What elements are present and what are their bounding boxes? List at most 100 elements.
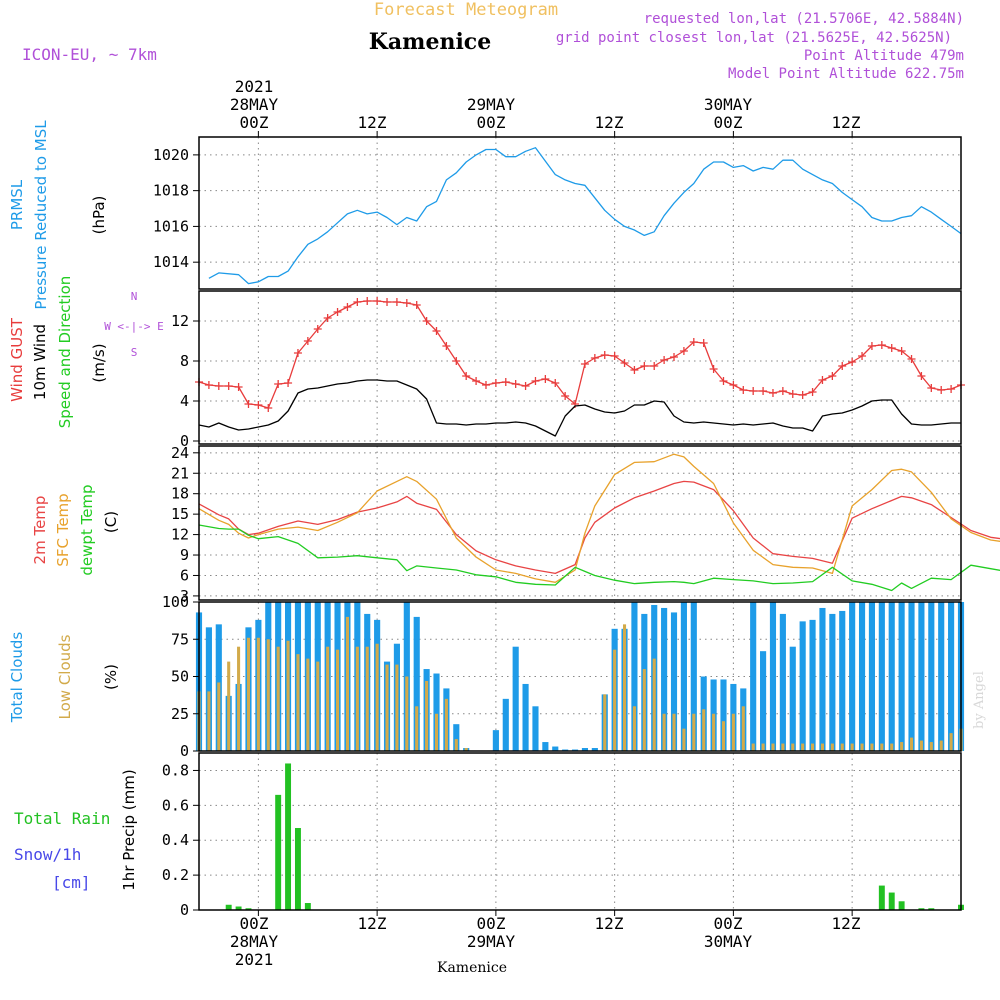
rain-bar bbox=[245, 908, 252, 910]
low-clouds-bar bbox=[811, 743, 815, 751]
header-location: Kamenice bbox=[369, 29, 491, 55]
total-clouds-bar bbox=[849, 602, 856, 751]
low-clouds-bar bbox=[306, 658, 310, 751]
total-clouds-bar bbox=[938, 602, 945, 751]
low-clouds-bar bbox=[246, 637, 251, 751]
bottom-year: 2021 bbox=[235, 950, 274, 969]
low-clouds-bar bbox=[375, 643, 379, 751]
low-clouds-bar bbox=[434, 713, 439, 751]
precip-unit: 1hr Precip (mm) bbox=[120, 769, 138, 890]
y-tick-label: 1020 bbox=[153, 146, 189, 164]
gust-point bbox=[897, 347, 906, 355]
total-clouds-bar bbox=[898, 602, 905, 751]
gust-point bbox=[521, 382, 530, 390]
total-clouds-bar bbox=[591, 748, 598, 751]
gust-point bbox=[462, 372, 471, 380]
low-clouds-bar bbox=[345, 616, 349, 751]
gust-point bbox=[749, 387, 758, 395]
low-clouds-bar bbox=[880, 743, 884, 751]
low-clouds-bar bbox=[721, 721, 726, 751]
low-clouds-bar bbox=[791, 743, 795, 751]
total-clouds-bar bbox=[839, 610, 846, 751]
low-clouds-bar bbox=[316, 661, 320, 751]
wind-label-3: Speed and Direction bbox=[56, 276, 74, 429]
total-clouds-bar bbox=[868, 602, 876, 751]
bottom-hour-3: 00Z bbox=[477, 914, 506, 933]
gust-point bbox=[650, 362, 659, 370]
gust-point bbox=[234, 383, 243, 391]
low-clouds-bar bbox=[613, 649, 617, 751]
low-clouds-bar bbox=[296, 654, 300, 751]
low-clouds-bar bbox=[642, 669, 646, 751]
gust-point bbox=[798, 391, 807, 399]
total-clouds-bar bbox=[581, 748, 589, 751]
low-clouds-bar bbox=[781, 743, 785, 751]
total-clouds-bar bbox=[789, 646, 796, 751]
gust-point bbox=[224, 382, 233, 390]
total-clouds-bar bbox=[918, 602, 925, 751]
low-clouds-bar bbox=[850, 743, 854, 751]
header-point-altitude: Point Altitude 479m bbox=[804, 48, 964, 64]
low-clouds-bar bbox=[326, 646, 330, 751]
low-clouds-bar bbox=[217, 682, 221, 751]
low-clouds-bar bbox=[237, 646, 241, 751]
top-year: 2021 bbox=[235, 77, 274, 96]
axis-layer: 1014101610181020048123691215182124025507… bbox=[153, 131, 962, 919]
gust-line bbox=[198, 300, 962, 409]
gust-point bbox=[323, 314, 332, 322]
gust-point bbox=[610, 352, 619, 360]
low-clouds-bar bbox=[860, 743, 864, 751]
watermark: by Angel bbox=[972, 671, 987, 729]
bottom-hour-1: 00Z bbox=[240, 914, 269, 933]
low-clouds-bar bbox=[355, 646, 359, 751]
gust-point bbox=[689, 338, 698, 346]
low-clouds-bar bbox=[276, 646, 280, 751]
y-tick-label: 1014 bbox=[153, 253, 189, 271]
gust-point bbox=[214, 382, 223, 390]
total-clouds-bar bbox=[799, 621, 806, 751]
gust-point bbox=[590, 354, 599, 362]
gust-point bbox=[719, 377, 728, 385]
low-clouds-bar bbox=[751, 743, 755, 751]
y-tick-label: 21 bbox=[171, 464, 189, 482]
bottom-hour-6: 12Z bbox=[832, 914, 861, 933]
top-hour-6: 12Z bbox=[832, 113, 861, 132]
low-clouds-bar bbox=[731, 713, 735, 751]
rain-bar bbox=[294, 828, 301, 910]
top-hour-1: 00Z bbox=[240, 113, 269, 132]
gust-point bbox=[254, 401, 263, 409]
low-clouds-bar bbox=[444, 698, 448, 751]
gust-point bbox=[501, 378, 510, 386]
low-clouds-bar bbox=[395, 664, 399, 751]
bottom-hour-5: 00Z bbox=[714, 914, 743, 933]
y-tick-label: 75 bbox=[171, 630, 189, 648]
pressure-label-2: Pressure Reduced to MSL bbox=[32, 120, 50, 310]
low-clouds-bar bbox=[771, 743, 775, 751]
gust-point bbox=[422, 317, 431, 325]
low-clouds-bar bbox=[702, 709, 706, 751]
total-clouds-bar bbox=[760, 651, 767, 751]
gust-point bbox=[887, 344, 896, 352]
y-tick-label: 3 bbox=[180, 587, 189, 605]
gust-point bbox=[541, 375, 550, 383]
gust-point bbox=[838, 362, 847, 370]
gust-point bbox=[511, 380, 520, 388]
low-clouds-bar bbox=[900, 742, 904, 751]
pressure-label-1: PRMSL bbox=[8, 179, 26, 230]
low-clouds-bar bbox=[820, 743, 824, 751]
low-clouds-bar bbox=[949, 733, 953, 751]
low-clouds-bar bbox=[919, 740, 923, 751]
low-clouds-bar bbox=[415, 706, 419, 751]
rain-bar bbox=[878, 885, 885, 910]
y-tick-label: 0 bbox=[180, 432, 189, 450]
gust-point bbox=[858, 352, 867, 360]
low-clouds-bar bbox=[692, 713, 696, 751]
temp-label-2: SFC Temp bbox=[54, 493, 72, 566]
low-clouds-bar bbox=[454, 739, 458, 751]
y-tick-label: 8 bbox=[180, 352, 189, 370]
total-clouds-bar bbox=[769, 602, 777, 751]
total-clouds-bar bbox=[512, 646, 519, 751]
gust-point bbox=[204, 381, 213, 389]
rain-bar bbox=[304, 903, 311, 910]
gust-point bbox=[848, 358, 857, 366]
